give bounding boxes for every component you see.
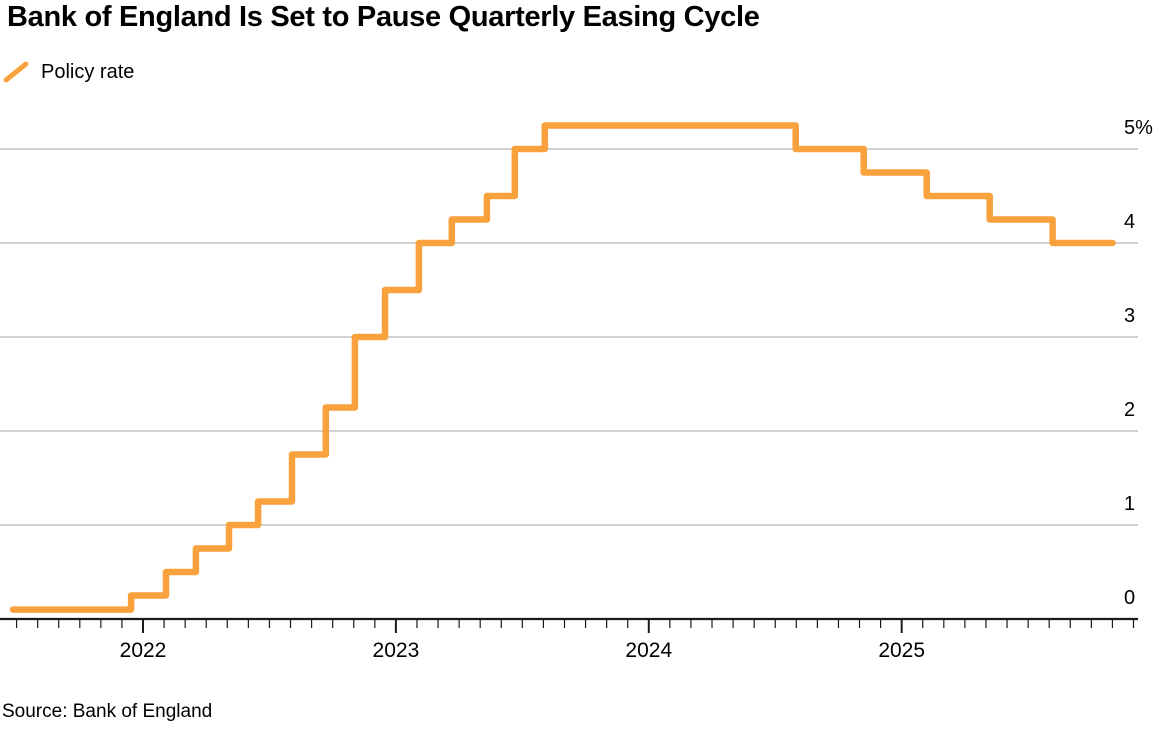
x-tick-label: 2025: [878, 639, 925, 662]
policy-rate-line-icon: [3, 61, 29, 83]
policy-rate-swatch-line: [3, 61, 29, 83]
legend-item-policy-rate: Policy rate: [3, 61, 134, 84]
y-tick-label: 4: [1124, 211, 1135, 233]
x-tick-label: 2023: [373, 639, 420, 662]
x-tick-label: 2022: [120, 639, 167, 662]
y-tick-label: 0: [1124, 587, 1135, 609]
source-note: Source: Bank of England: [2, 701, 213, 722]
y-tick-label: 2: [1124, 399, 1135, 421]
y-tick-label: 1: [1124, 493, 1135, 515]
chart-title: Bank of England Is Set to Pause Quarterl…: [7, 1, 760, 33]
y-tick-label: 3: [1124, 305, 1135, 327]
x-tick-label: 2024: [625, 639, 672, 662]
legend: Policy rate: [3, 59, 134, 85]
policy-rate-line: [9, 122, 1116, 613]
y-tick-label: 5%: [1124, 117, 1153, 139]
legend-label: Policy rate: [41, 60, 135, 83]
